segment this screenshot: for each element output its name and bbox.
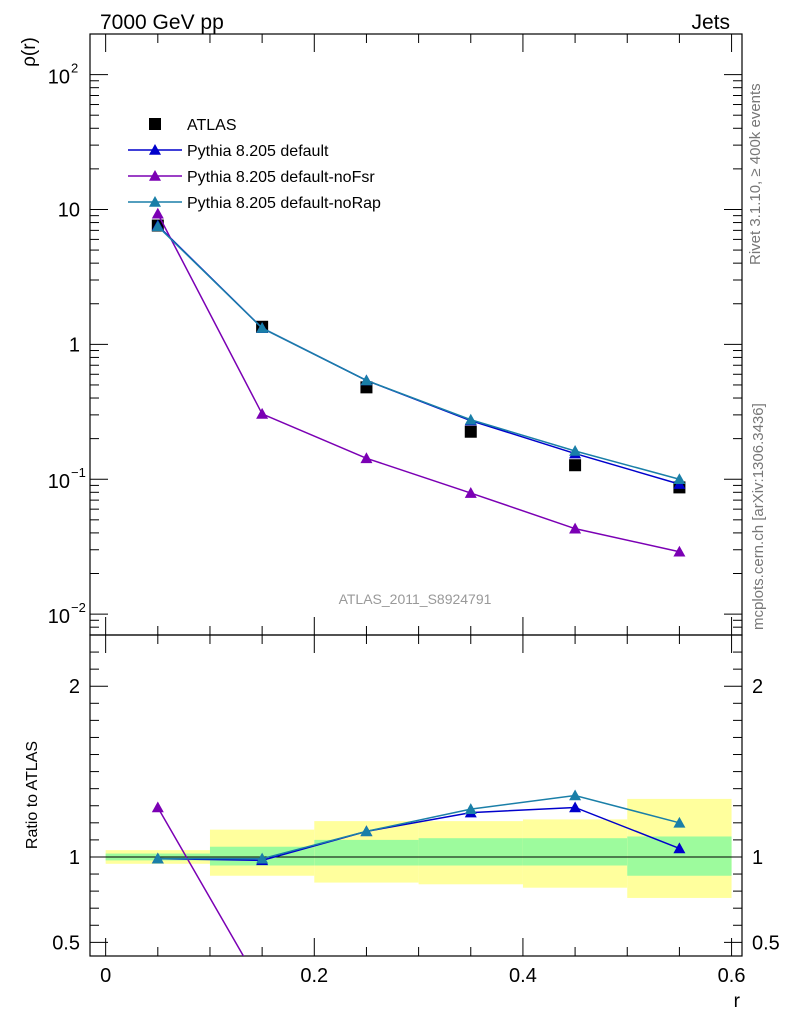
ratio-data-point [256,852,269,864]
main-series-line [157,225,680,480]
ratio-xtick-label: 0 [100,965,111,987]
side-text-top: Rivet 3.1.10, ≥ 400k events [747,83,764,265]
main-data-point-atlas [464,425,477,438]
legend-label: Pythia 8.205 default-noFsr [187,169,375,186]
main-data-point [256,322,269,333]
ratio-data-point [151,852,164,864]
ratio-xtick-label: 0.4 [509,965,537,987]
main-ytick-label: 10 [48,471,70,493]
ratio-band-inner [418,838,523,866]
main-ytick-exponent: −1 [71,465,86,480]
main-ytick-label: 10 [58,199,80,221]
main-data-point-atlas [569,459,582,472]
ratio-data-point [569,801,582,813]
main-data-point [464,413,477,425]
ratio-band-inner [627,836,732,876]
ratio-ylabel: Ratio to ATLAS [24,741,41,849]
ratio-plot-frame [89,634,743,957]
ratio-xtick-label: 0.6 [718,965,746,987]
main-data-point [673,545,686,557]
ratio-data-point [151,801,164,813]
legend-marker-square [149,118,161,130]
main-data-point [569,522,582,534]
ratio-ytick-label-right: 1 [752,847,763,869]
main-data-point [151,207,164,219]
main-data-point [256,407,269,419]
ratio-xlabel: r [734,991,741,1012]
main-ytick-label: 10 [48,606,70,628]
main-ylabel: ρ(r) [19,37,40,67]
ratio-band-inner [314,839,419,866]
ratio-ytick-label-left: 2 [69,676,80,698]
ratio-ytick-label-right: 2 [752,676,763,698]
legend-label: ATLAS [187,117,237,134]
main-data-point [151,220,164,232]
main-ytick-exponent: 2 [71,61,78,76]
header-left-label: 7000 GeV pp [100,11,224,34]
ratio-band-inner [522,838,628,866]
ratio-series-line [157,794,680,860]
legend-label: Pythia 8.205 default-noRap [187,195,381,212]
main-data-point [569,444,582,456]
main-series-line [157,225,680,485]
main-data-point [360,374,373,386]
legend-marker-triangle [149,170,161,181]
main-data-point [673,473,686,485]
main-ytick-exponent: −2 [71,600,86,615]
legend-label: Pythia 8.205 default [187,143,329,160]
main-data-point [360,452,373,464]
ratio-data-point [464,803,477,814]
ratio-data-point [569,789,582,801]
ratio-data-point [673,842,686,854]
main-ytick-label: 10 [48,67,70,89]
main-series-line [157,213,680,553]
main-ytick-label: 1 [69,334,80,356]
header-right-label: Jets [691,11,730,34]
main-data-point [464,487,477,498]
ratio-data-point [673,816,686,828]
ratio-xtick-label: 0.2 [300,965,328,987]
legend-marker-triangle [149,196,161,207]
ratio-ytick-label-left: 0.5 [52,932,80,954]
legend-marker-triangle [149,144,161,155]
ratio-ytick-label-left: 1 [69,847,80,869]
side-text-bottom: mcplots.cern.ch [arXiv:1306.3436] [750,403,767,630]
ratio-data-point [360,825,373,837]
ratio-ytick-label-right: 0.5 [752,932,780,954]
ratio-series-line [157,806,680,862]
watermark-label: ATLAS_2011_S8924791 [339,591,492,607]
